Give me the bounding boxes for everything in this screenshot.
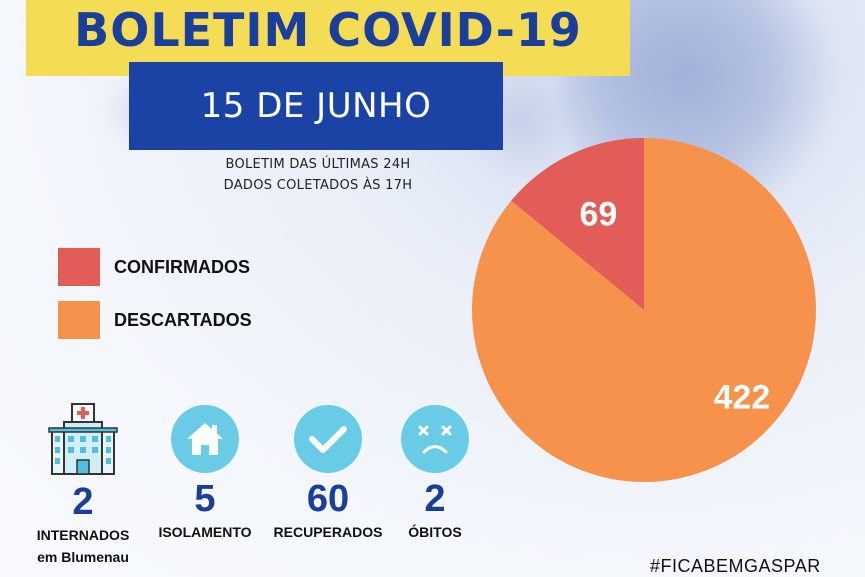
date-banner: 15 DE JUNHO	[129, 62, 503, 150]
stat-internados: 2 INTERNADOS em Blumenau	[22, 402, 144, 568]
hashtag-label: #FICABEMGASPAR	[650, 556, 821, 576]
stat-value: 2	[424, 478, 446, 520]
stat-caption: INTERNADOS	[36, 527, 130, 543]
legend-item-descartados: DESCARTADOS	[58, 301, 252, 339]
stat-value: 5	[194, 478, 216, 520]
date-label: 15 DE JUNHO	[200, 86, 432, 126]
stat-isolamento: 5 ISOLAMENTO	[150, 405, 260, 543]
page-title: BOLETIM COVID-19	[74, 3, 582, 57]
stat-caption: ÓBITOS	[408, 524, 462, 540]
pie-chart: 69 422	[472, 138, 816, 482]
legend-swatch-descartados	[58, 301, 100, 339]
house-icon	[171, 405, 239, 473]
stat-value: 60	[306, 478, 350, 520]
title-banner: BOLETIM COVID-19	[26, 0, 630, 76]
pie-data-label: 69	[580, 196, 618, 234]
check-icon	[294, 405, 362, 473]
stat-obitos: 2 ÓBITOS	[390, 405, 480, 543]
sad-face-icon	[401, 405, 469, 473]
legend-swatch-confirmados	[58, 248, 100, 286]
subtitle-line-1: BOLETIM DAS ÚLTIMAS 24H	[225, 157, 411, 172]
stat-recuperados: 60 RECUPERADOS	[268, 405, 388, 543]
pie-slice-confirmados	[511, 138, 644, 310]
hospital-icon	[48, 403, 118, 475]
pie-slice-descartados	[472, 138, 816, 482]
legend-label: CONFIRMADOS	[114, 256, 250, 277]
stat-value: 2	[72, 481, 94, 523]
pie-data-label: 422	[714, 378, 771, 416]
stat-caption-sub: em Blumenau	[37, 549, 129, 565]
subtitle-line-2: DADOS COLETADOS ÀS 17H	[223, 178, 413, 193]
legend-item-confirmados: CONFIRMADOS	[58, 248, 250, 286]
stat-caption: ISOLAMENTO	[158, 524, 252, 540]
stat-caption: RECUPERADOS	[273, 524, 383, 540]
legend-label: DESCARTADOS	[114, 309, 252, 330]
